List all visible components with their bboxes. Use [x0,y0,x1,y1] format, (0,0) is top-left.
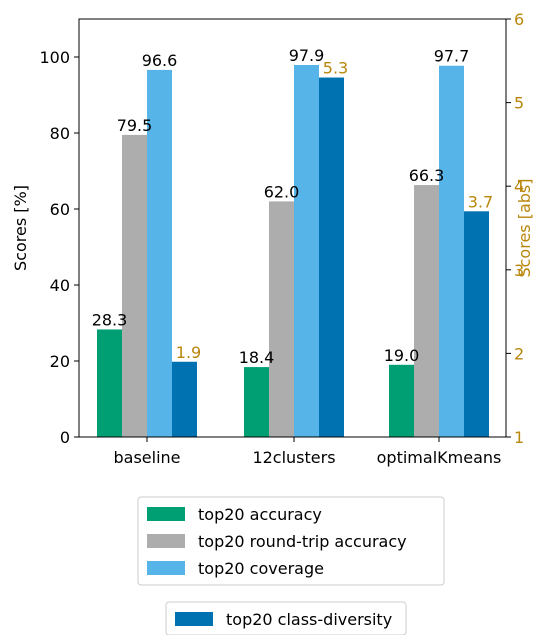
bar-1-2 [414,185,439,437]
y-tick-label-4: 80 [50,124,70,143]
legend-main: top20 accuracy top20 round-trip accuracy t… [137,496,445,586]
axes-layer: 0 20 40 60 80 100 1 2 3 4 5 6 baseline 12clusters opti… [11,10,534,467]
data-label-3-2: 3.7 [468,192,493,211]
legend-main-label-0: top20 accuracy [198,505,322,524]
legend-main-frame [137,496,445,586]
y2-tick-label-1: 2 [514,344,524,363]
legend-secondary-swatch-0 [175,612,213,626]
bar-0-1 [244,367,269,437]
y2-tick-label-3: 4 [514,177,524,196]
legend-main-swatch-2 [147,561,185,575]
legend-main-swatch-1 [147,534,185,548]
legend-secondary-label-0: top20 class-diversity [226,610,392,629]
data-label-3-0: 1.9 [176,343,201,362]
y2-tick-label-2: 3 [514,261,524,280]
value-labels-layer: 28.3 18.4 19.0 79.5 62.0 66.3 96.6 97.9 97.7 1.9 5… [92,46,494,367]
y2-tick-label-4: 5 [514,94,524,113]
bar-1-0 [122,134,147,437]
plot-frame [78,18,507,438]
y-tick-label-2: 40 [50,276,70,295]
bar-1-1 [269,201,294,437]
legend-secondary: top20 class-diversity [165,601,407,636]
bar-2-0 [147,69,172,438]
y2-axis-title: Scores [abs] [515,178,534,277]
legend-main-label-1: top20 round-trip accuracy [198,532,407,551]
data-label-1-2: 66.3 [409,166,445,185]
legend-main-label-2: top20 coverage [198,559,324,578]
y-tick-label-5: 100 [39,48,70,67]
bar-3-2 [464,211,489,437]
data-label-0-2: 19.0 [384,346,420,365]
y-tick-label-1: 20 [50,352,70,371]
data-label-3-1: 5.3 [323,59,348,78]
bars-layer [97,64,489,438]
data-label-2-2: 97.7 [434,47,470,66]
x-tick-label-1: 12clusters [252,448,335,467]
bar-0-2 [389,364,414,437]
data-label-0-1: 18.4 [239,348,275,367]
bar-3-1 [319,77,344,438]
data-label-0-0: 28.3 [92,310,128,329]
data-label-1-1: 62.0 [264,182,300,201]
x-tick-label-0: baseline [113,448,180,467]
bar-2-2 [439,65,464,438]
y-tick-label-0: 0 [60,428,70,447]
bar-3-0 [172,361,197,437]
x-tick-label-2: optimalKmeans [377,448,502,467]
data-label-2-0: 96.6 [142,51,178,70]
y2-tick-label-5: 6 [514,10,524,29]
legend-main-swatch-0 [147,507,185,521]
y-axis-title: Scores [%] [11,185,30,271]
bar-2-1 [294,64,319,437]
y-tick-label-3: 60 [50,200,70,219]
y2-tick-label-0: 1 [514,428,524,447]
data-label-1-0: 79.5 [117,116,153,135]
bar-0-0 [97,329,122,437]
data-label-2-1: 97.9 [289,46,325,65]
